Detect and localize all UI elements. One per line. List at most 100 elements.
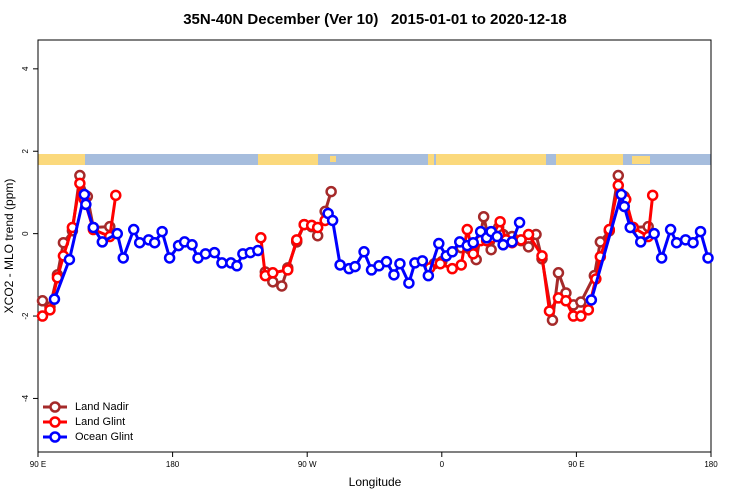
data-point <box>575 296 587 308</box>
data-point <box>133 236 146 249</box>
data-point <box>575 310 587 322</box>
data-point <box>326 214 339 227</box>
data-point <box>36 295 49 307</box>
data-point <box>467 248 479 260</box>
legend-marker <box>49 416 61 428</box>
x-tick-label: 180 <box>166 460 180 469</box>
data-point <box>63 253 76 266</box>
data-point <box>252 244 264 257</box>
data-point <box>276 280 288 292</box>
data-point <box>433 237 445 250</box>
y-tick-label: 4 <box>21 66 30 71</box>
data-point <box>403 277 415 289</box>
y-tick-label: -4 <box>21 394 30 402</box>
y-tick-label: 2 <box>21 148 30 153</box>
data-point <box>110 189 122 202</box>
data-point <box>536 250 548 262</box>
legend-label: Ocean Glint <box>75 431 133 443</box>
data-point <box>325 185 337 198</box>
data-point <box>334 259 346 271</box>
data-point <box>506 236 518 248</box>
data-point <box>78 188 91 201</box>
data-point <box>127 223 140 236</box>
data-point <box>455 259 467 271</box>
data-point <box>494 215 506 228</box>
chart-title: 35N-40N December (Ver 10) 2015-01-01 to … <box>183 11 567 28</box>
data-point <box>655 252 668 264</box>
data-point <box>36 310 49 322</box>
data-point <box>96 236 109 248</box>
y-tick-label: -2 <box>21 312 30 320</box>
y-tick-label: 0 <box>21 231 30 236</box>
data-point <box>612 169 625 182</box>
data-point <box>216 257 228 269</box>
data-point <box>702 252 714 264</box>
data-point <box>552 267 565 279</box>
x-tick-label: 90 E <box>30 460 46 469</box>
data-point <box>687 236 699 249</box>
data-point <box>311 221 324 234</box>
x-tick-label: 90 E <box>568 460 584 469</box>
data-point <box>694 225 707 238</box>
data-point <box>231 260 243 272</box>
x-axis-label: Longitude <box>349 475 402 489</box>
data-point <box>522 241 535 253</box>
data-point <box>513 216 526 229</box>
data-point <box>582 304 595 316</box>
data-point <box>434 257 447 270</box>
data-point <box>199 248 212 260</box>
data-point <box>461 223 473 236</box>
data-point <box>546 314 559 326</box>
data-point <box>585 294 598 306</box>
data-point <box>634 236 647 248</box>
data-point <box>87 221 100 234</box>
data-point <box>615 188 628 201</box>
data-point <box>618 200 631 213</box>
data-point <box>560 295 572 307</box>
data-point <box>648 227 660 240</box>
data-point <box>446 262 459 275</box>
data-point <box>446 246 459 258</box>
data-point <box>48 293 61 305</box>
data-point <box>388 269 400 281</box>
data-point <box>624 221 636 234</box>
data-point <box>74 177 86 190</box>
data-point <box>491 230 503 243</box>
data-point <box>358 246 370 258</box>
data-point <box>156 225 168 238</box>
data-point <box>497 239 509 251</box>
data-point <box>485 243 497 256</box>
legend-marker <box>49 431 61 443</box>
x-tick-label: 180 <box>704 460 718 469</box>
legend-label: Land Glint <box>75 416 125 428</box>
data-point <box>477 210 490 223</box>
data-point <box>117 252 129 264</box>
x-tick-label: 90 W <box>298 460 317 469</box>
x-tick-label: 0 <box>440 460 445 469</box>
legend-marker <box>49 401 61 413</box>
data-point <box>148 236 161 249</box>
data-point <box>349 260 361 273</box>
data-point <box>664 223 677 236</box>
data-point <box>543 305 556 317</box>
data-point <box>282 264 294 276</box>
data-point <box>670 236 683 249</box>
map-strip <box>38 154 711 165</box>
data-point <box>80 198 92 211</box>
legend-label: Land Nadir <box>75 401 129 413</box>
data-point <box>467 236 479 249</box>
data-point <box>44 304 56 316</box>
plot-frame <box>37 39 712 453</box>
data-point <box>267 267 279 279</box>
data-point <box>290 234 303 246</box>
y-axis-label: XCO2 - MLO trend (ppm) <box>2 179 16 314</box>
data-point <box>612 179 625 192</box>
data-point <box>380 255 393 268</box>
data-point <box>111 227 124 240</box>
data-point <box>163 252 176 264</box>
data-point <box>255 232 267 244</box>
data-point <box>186 239 198 251</box>
data-point <box>394 257 406 270</box>
data-point <box>646 189 659 202</box>
